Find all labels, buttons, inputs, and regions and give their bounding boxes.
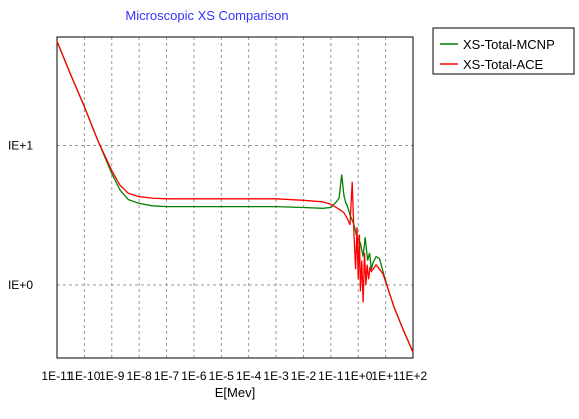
y-tick-label: IE+0 [8,278,33,292]
x-tick-label: 1E-3 [263,369,289,383]
x-tick-label: 1E-7 [154,369,180,383]
chart-title: Microscopic XS Comparison [125,8,288,23]
x-tick-label: 1E+1 [371,369,400,383]
x-axis-label: E[Mev] [215,385,255,400]
legend: XS-Total-MCNP XS-Total-ACE [432,27,575,75]
x-tick-label: 1E-1 [318,369,344,383]
x-tick-label: 1E+2 [399,369,428,383]
x-tick-label: 1E-6 [181,369,207,383]
y-axis: IE+0 IE+1 [8,139,33,293]
x-tick-label: 1E-4 [236,369,262,383]
legend-box [432,27,575,75]
y-tick-label: IE+1 [8,139,33,153]
x-tick-label: 1E-9 [99,369,125,383]
x-tick-label: 1E-8 [126,369,152,383]
x-tick-label: 1E+0 [344,369,373,383]
x-tick-label: 1E-5 [209,369,235,383]
x-tick-label: 1E-2 [291,369,317,383]
series-line-ace [56,40,414,353]
series-line-mcnp [56,40,414,353]
grid [57,37,413,358]
x-tick-label: 1E-10 [68,369,100,383]
plot-area-frame [56,36,414,359]
legend-label: XS-Total-MCNP [463,37,555,52]
x-tick-label: 1E-11 [41,369,72,383]
legend-label: XS-Total-ACE [463,57,544,72]
series-layer [56,40,414,353]
